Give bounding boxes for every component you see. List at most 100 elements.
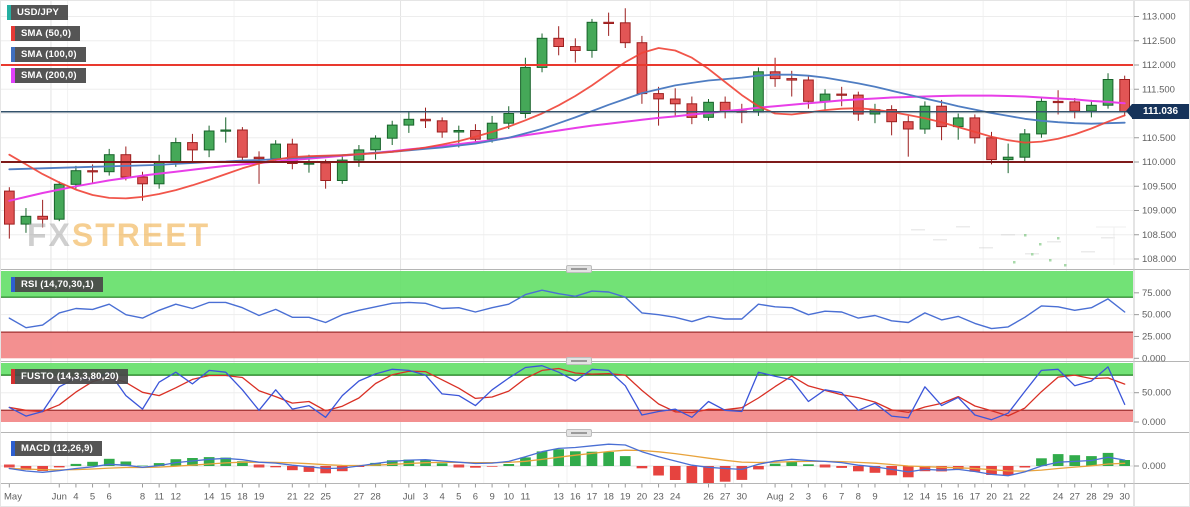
sma50-label: SMA (50,0) — [21, 28, 72, 39]
watermark-street: STREET — [71, 217, 211, 253]
svg-text:May: May — [4, 492, 22, 503]
svg-text:0.000: 0.000 — [1142, 417, 1166, 428]
price-axis[interactable]: 113.000112.500112.000111.500111.000110.5… — [1134, 12, 1176, 473]
panel-resize-handle-rsi[interactable] — [566, 265, 592, 273]
symbol-label: USD/JPY — [17, 7, 60, 18]
svg-text:50.000: 50.000 — [1142, 310, 1171, 321]
sma100-label: SMA (100,0) — [21, 49, 77, 60]
svg-text:4: 4 — [439, 492, 444, 503]
svg-text:6: 6 — [822, 492, 827, 503]
svg-text:22: 22 — [1020, 492, 1031, 503]
svg-text:27: 27 — [720, 492, 731, 503]
svg-text:26: 26 — [703, 492, 714, 503]
svg-text:14: 14 — [204, 492, 215, 503]
svg-text:21: 21 — [287, 492, 298, 503]
svg-text:11: 11 — [520, 492, 530, 503]
sma200-chip[interactable]: SMA (200,0) — [11, 68, 86, 83]
watermark-fx: FX — [27, 217, 72, 253]
svg-text:109.500: 109.500 — [1142, 181, 1176, 192]
stoch-chip[interactable]: FUSTO (14,3,3,80,20) — [11, 369, 128, 384]
rsi-chip[interactable]: RSI (14,70,30,1) — [11, 277, 103, 292]
rsi-color-marker — [11, 277, 15, 292]
svg-text:9: 9 — [489, 492, 494, 503]
svg-text:5: 5 — [90, 492, 95, 503]
svg-text:12: 12 — [171, 492, 182, 503]
svg-text:28: 28 — [370, 492, 381, 503]
svg-text:111.500: 111.500 — [1142, 84, 1175, 95]
svg-text:24: 24 — [670, 492, 681, 503]
panel-resize-handle-macd[interactable] — [566, 429, 592, 437]
stoch-k-line — [8, 365, 1126, 421]
svg-text:15: 15 — [936, 492, 947, 503]
svg-text:3: 3 — [423, 492, 428, 503]
sma200-line — [8, 94, 1126, 202]
price-level-lines[interactable] — [1, 64, 1133, 163]
time-axis[interactable]: May Jun 4 5 6 8 11 12 14 15 18 19 21 22 25 27 28 Jul 3 4 5 6 9… — [4, 484, 1130, 503]
svg-text:15: 15 — [220, 492, 231, 503]
svg-text:7: 7 — [839, 492, 844, 503]
macd-chip[interactable]: MACD (12,26,9) — [11, 441, 102, 456]
sma200-color-marker — [11, 68, 15, 83]
sma100-color-marker — [11, 47, 15, 62]
stoch-label: FUSTO (14,3,3,80,20) — [21, 371, 119, 382]
svg-text:112.000: 112.000 — [1142, 60, 1176, 71]
svg-text:12: 12 — [903, 492, 914, 503]
svg-text:25.000: 25.000 — [1142, 331, 1171, 342]
svg-text:14: 14 — [920, 492, 931, 503]
panel-resize-handle-stoch[interactable] — [566, 357, 592, 365]
svg-text:11: 11 — [154, 492, 164, 503]
svg-text:22: 22 — [304, 492, 315, 503]
svg-text:27: 27 — [1069, 492, 1080, 503]
svg-text:4: 4 — [73, 492, 78, 503]
svg-text:5: 5 — [456, 492, 461, 503]
svg-text:110.500: 110.500 — [1142, 133, 1176, 144]
svg-text:30: 30 — [1119, 492, 1130, 503]
svg-text:21: 21 — [1003, 492, 1014, 503]
svg-text:16: 16 — [570, 492, 581, 503]
current-price-value: 111.036 — [1142, 106, 1179, 117]
svg-text:Aug: Aug — [767, 492, 784, 503]
svg-text:19: 19 — [254, 492, 265, 503]
sma100-chip[interactable]: SMA (100,0) — [11, 47, 86, 62]
macd-label: MACD (12,26,9) — [21, 443, 93, 454]
svg-text:16: 16 — [953, 492, 964, 503]
stoch-bands — [1, 363, 1133, 422]
svg-text:108.000: 108.000 — [1142, 254, 1176, 265]
svg-text:108.500: 108.500 — [1142, 230, 1176, 241]
sma200-label: SMA (200,0) — [21, 70, 77, 81]
svg-text:20: 20 — [986, 492, 997, 503]
svg-text:29: 29 — [1103, 492, 1114, 503]
current-price-tag: 111.036 — [1126, 104, 1189, 119]
fxstreet-watermark: FXSTREET — [27, 217, 210, 254]
svg-text:20: 20 — [637, 492, 648, 503]
price-tag-arrow — [1126, 104, 1132, 118]
svg-text:109.000: 109.000 — [1142, 206, 1176, 217]
svg-text:28: 28 — [1086, 492, 1097, 503]
sma50-line — [8, 47, 1126, 200]
svg-text:Jul: Jul — [403, 492, 415, 503]
svg-text:50.000: 50.000 — [1142, 388, 1171, 399]
faint-artifact — [911, 226, 1126, 267]
symbol-chip[interactable]: USD/JPY — [7, 5, 69, 20]
sma50-chip[interactable]: SMA (50,0) — [11, 26, 81, 41]
macd-color-marker — [11, 441, 15, 456]
svg-text:110.000: 110.000 — [1142, 157, 1176, 168]
svg-text:0.000: 0.000 — [1142, 353, 1166, 364]
svg-text:8: 8 — [856, 492, 861, 503]
stoch-d-line — [8, 367, 1126, 417]
svg-text:13: 13 — [553, 492, 564, 503]
svg-text:17: 17 — [587, 492, 598, 503]
svg-text:6: 6 — [473, 492, 478, 503]
rsi-bands — [1, 271, 1133, 359]
macd-signal-line — [8, 449, 1126, 472]
svg-text:112.500: 112.500 — [1142, 36, 1176, 47]
svg-text:19: 19 — [620, 492, 631, 503]
svg-text:30: 30 — [737, 492, 748, 503]
svg-text:0.000: 0.000 — [1142, 461, 1166, 472]
svg-text:10: 10 — [503, 492, 514, 503]
rsi-label: RSI (14,70,30,1) — [21, 279, 94, 290]
svg-text:3: 3 — [806, 492, 811, 503]
